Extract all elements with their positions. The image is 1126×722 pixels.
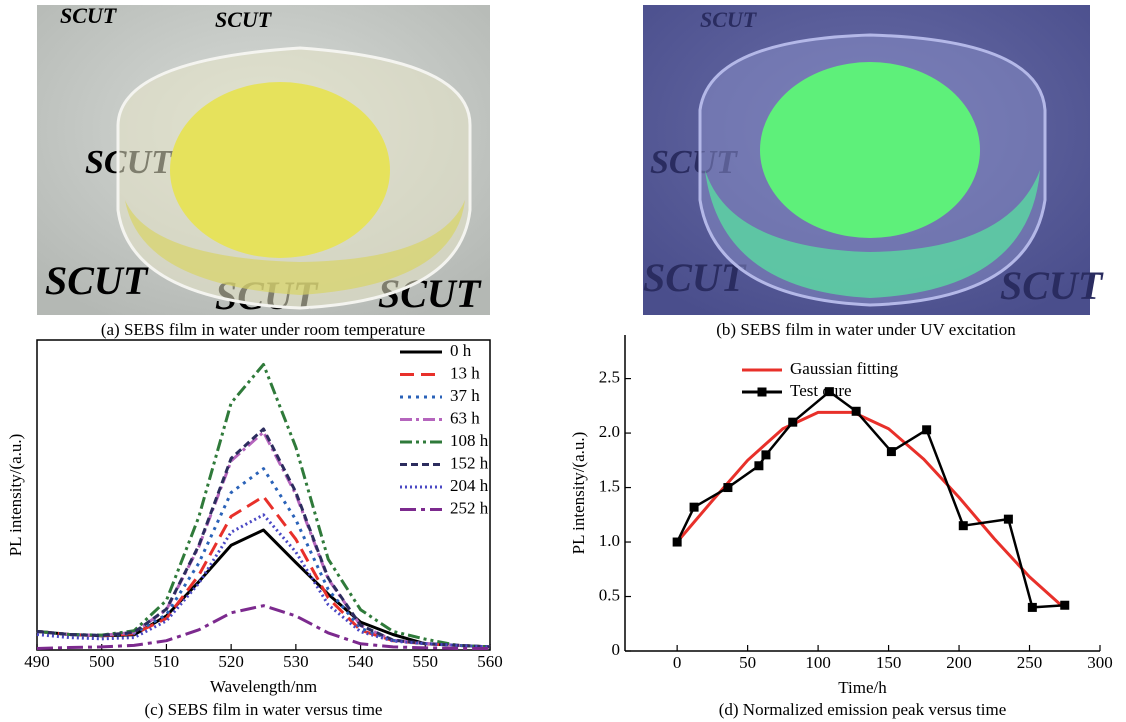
legend-label: 37 h [450, 386, 480, 405]
x-tick-label: 560 [477, 652, 503, 671]
legend-label: 152 h [450, 453, 489, 472]
legend-label: 204 h [450, 476, 489, 495]
x-axis-label: Time/h [838, 678, 887, 697]
series-line [36, 430, 491, 649]
point-marker [1060, 600, 1070, 610]
legend-label: Test cure [790, 381, 852, 400]
x-tick-label: 150 [876, 653, 902, 672]
watermark: SCUT [215, 7, 273, 32]
x-tick-label: 510 [154, 652, 180, 671]
caption: (c) SEBS film in water versus time [145, 700, 383, 719]
photo-a: SCUT SCUT SCUT SCUT SCUT SCUT [37, 3, 490, 318]
legend-marker [757, 387, 767, 397]
y-tick-label: 0 [612, 640, 621, 659]
series-line [36, 362, 491, 649]
y-tick-label: 2.5 [599, 367, 620, 386]
legend-label: 252 h [450, 498, 489, 517]
watermark: SCUT [643, 255, 747, 300]
point-marker [754, 461, 764, 471]
series-line [676, 390, 1065, 609]
caption: (a) SEBS film in water under room temper… [101, 320, 425, 339]
watermark: SCUT [700, 7, 758, 32]
caption: (d) Normalized emission peak versus time [719, 700, 1007, 719]
x-tick-label: 0 [673, 653, 682, 672]
legend-label: Gaussian fitting [790, 359, 899, 378]
point-marker [1027, 602, 1037, 612]
x-tick-label: 500 [89, 652, 115, 671]
legend-label: 0 h [450, 341, 472, 360]
series-line [36, 467, 491, 649]
x-tick-label: 530 [283, 652, 309, 671]
x-tick-label: 100 [805, 653, 831, 672]
watermark: SCUT [45, 258, 149, 303]
y-tick-label: 1.5 [599, 476, 620, 495]
y-tick-label: 2.0 [599, 422, 620, 441]
x-tick-label: 250 [1017, 653, 1043, 672]
point-marker [761, 450, 771, 460]
point-marker [824, 387, 834, 397]
x-tick-label: 50 [739, 653, 756, 672]
watermark: SCUT [60, 3, 118, 28]
point-marker [958, 521, 968, 531]
x-tick-label: 540 [348, 652, 374, 671]
y-tick-label: 1.0 [599, 531, 620, 550]
caption: (b) SEBS film in water under UV excitati… [716, 320, 1016, 339]
series-line [36, 604, 490, 650]
point-marker [723, 483, 733, 493]
series-line [676, 410, 1066, 610]
y-axis-label: PL intensity/(a.u.) [6, 434, 25, 557]
x-tick-label: 550 [413, 652, 439, 671]
point-marker [689, 502, 699, 512]
point-marker [922, 425, 932, 435]
point-marker [886, 447, 896, 457]
legend-label: 108 h [450, 431, 489, 450]
x-tick-label: 200 [946, 653, 972, 672]
legend-label: 63 h [450, 408, 480, 427]
y-tick-label: 0.5 [599, 585, 620, 604]
series-line [36, 495, 491, 649]
point-marker [672, 537, 682, 547]
point-marker [1003, 514, 1013, 524]
point-marker [788, 417, 798, 427]
series-line [36, 513, 491, 649]
x-tick-label: 520 [218, 652, 244, 671]
x-axis-label: Wavelength/nm [210, 677, 317, 696]
series-line [36, 528, 491, 649]
series-line [36, 427, 491, 649]
legend-label: 13 h [450, 363, 480, 382]
plot-frame [36, 339, 491, 651]
x-tick-label: 300 [1087, 653, 1113, 672]
point-marker [851, 406, 861, 416]
photo-b: SCUT SCUT SCUT SCUT [643, 5, 1104, 315]
watermark: SCUT [1000, 263, 1104, 308]
x-tick-label: 490 [24, 652, 50, 671]
y-axis-label: PL intensity/(a.u.) [569, 432, 588, 555]
